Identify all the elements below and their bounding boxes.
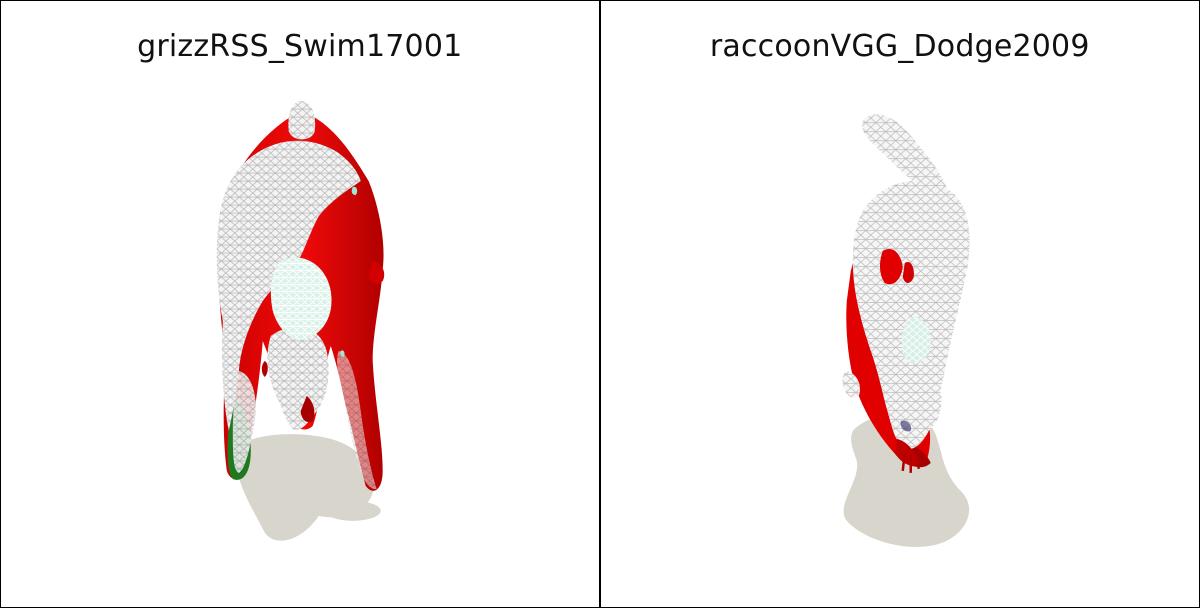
- grizzly-3d-model-icon[interactable]: [1, 1, 599, 607]
- wireframe-overlay: [216, 101, 377, 490]
- raccoon-3d-model-icon[interactable]: [601, 1, 1200, 607]
- red-accents: [894, 420, 920, 473]
- wireframe-overlay: [841, 114, 970, 450]
- ground-shadow: [843, 414, 969, 547]
- red-accents: [261, 360, 315, 423]
- ground-shadow: [236, 434, 381, 541]
- right-panel-title: raccoonVGG_Dodge2009: [709, 29, 1090, 64]
- right-viewport-panel[interactable]: raccoonVGG_Dodge2009: [600, 1, 1200, 607]
- left-panel-title: grizzRSS_Swim17001: [137, 29, 463, 64]
- left-viewport-panel[interactable]: grizzRSS_Swim17001: [1, 1, 601, 607]
